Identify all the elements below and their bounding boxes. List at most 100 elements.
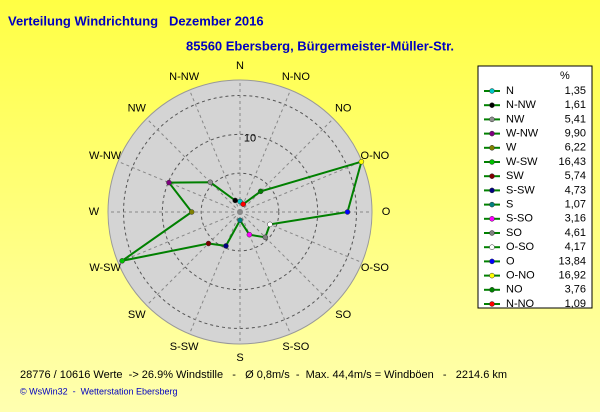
direction-label: SW xyxy=(128,309,146,321)
legend-value: 3,76 xyxy=(565,284,586,296)
legend-marker xyxy=(489,130,495,137)
legend-marker xyxy=(489,258,495,265)
legend-marker xyxy=(489,102,495,108)
spoke xyxy=(189,89,241,213)
legend-label: NW xyxy=(506,113,525,125)
spoke xyxy=(239,211,363,263)
radar-point xyxy=(205,240,212,247)
radar-point xyxy=(358,158,365,165)
spoke xyxy=(146,211,241,306)
radar-point xyxy=(119,258,125,264)
legend-box xyxy=(477,65,593,309)
credit: © WsWin32 - Wetterstation Ebersberg xyxy=(20,386,178,396)
legend-marker xyxy=(489,88,495,94)
legend-value: 16,43 xyxy=(558,156,586,168)
legend-marker xyxy=(489,272,495,279)
legend-label: N xyxy=(506,85,514,97)
direction-label: NW xyxy=(128,103,147,115)
legend-marker xyxy=(489,301,495,307)
direction-label: NO xyxy=(335,103,352,115)
legend-label: N-NW xyxy=(506,99,537,111)
footer: 28776 / 10616 Werte -> 26.9% Windstille … xyxy=(20,369,507,381)
spoke xyxy=(239,89,291,213)
direction-label: SO xyxy=(335,309,351,321)
legend-value: 5,41 xyxy=(565,113,586,125)
direction-label: N-NO xyxy=(282,71,311,83)
radar-point xyxy=(237,217,243,224)
legend-marker xyxy=(489,116,495,123)
spoke xyxy=(239,161,363,213)
legend-value: 4,61 xyxy=(565,227,586,239)
legend-marker xyxy=(489,173,495,179)
radar-point xyxy=(267,221,273,228)
legend-label: W-SW xyxy=(506,156,538,168)
radar-point xyxy=(232,197,238,204)
direction-label: S-SO xyxy=(282,341,309,353)
radar-point xyxy=(188,209,195,215)
direction-label: O xyxy=(382,206,391,218)
legend-label: N-NO xyxy=(506,298,535,310)
legend-marker xyxy=(489,187,495,194)
chart-title: Verteilung Windrichtung Dezember 2016 xyxy=(8,13,264,28)
legend-value: 13,84 xyxy=(558,255,586,267)
legend-label: SO xyxy=(506,227,522,239)
spoke xyxy=(117,211,241,263)
grid-ring xyxy=(161,133,319,291)
legend-unit: % xyxy=(560,70,570,82)
chart-subtitle: 85560 Ebersberg, Bürgermeister-Müller-St… xyxy=(186,38,454,53)
spoke xyxy=(189,211,241,335)
legend-label: S xyxy=(506,199,513,211)
legend-value: 1,07 xyxy=(565,199,586,211)
radar-point xyxy=(257,188,264,195)
radar-point xyxy=(207,179,214,186)
direction-label: N xyxy=(236,60,244,72)
legend-value: 3,16 xyxy=(565,213,586,225)
legend-label: NO xyxy=(506,284,523,296)
spoke xyxy=(146,118,241,213)
legend-label: O xyxy=(506,255,515,267)
legend-marker xyxy=(489,287,495,293)
legend-value: 1,61 xyxy=(565,99,586,111)
radar-point xyxy=(246,231,253,238)
legend-label: S-SW xyxy=(506,184,535,196)
legend-label: W-NW xyxy=(506,128,539,140)
direction-label: W xyxy=(89,206,100,218)
radar-point xyxy=(262,234,269,241)
radar-point xyxy=(240,201,246,207)
spoke xyxy=(239,211,291,335)
direction-label: S xyxy=(236,352,243,364)
legend-marker xyxy=(489,145,495,151)
legend-value: 1,35 xyxy=(565,85,586,97)
legend-value: 16,92 xyxy=(558,270,586,282)
legend-label: O-SO xyxy=(506,241,535,253)
legend-value: 4,73 xyxy=(565,184,586,196)
direction-label: W-SW xyxy=(89,262,121,274)
legend-marker xyxy=(489,159,495,165)
direction-label: O-SO xyxy=(361,262,390,274)
legend-marker xyxy=(489,216,495,222)
legend-marker xyxy=(489,230,495,236)
r-tick-label: 10 xyxy=(244,132,256,144)
legend-label: SW xyxy=(506,170,524,182)
legend-label: S-SO xyxy=(506,213,533,225)
radar-point xyxy=(223,243,229,249)
legend-value: 1,09 xyxy=(565,298,586,310)
spoke xyxy=(239,211,334,306)
legend-value: 9,90 xyxy=(565,128,586,140)
legend-value: 5,74 xyxy=(565,170,586,182)
spoke xyxy=(239,118,334,213)
spoke xyxy=(117,161,241,213)
radar-point xyxy=(344,209,351,215)
legend-value: 4,17 xyxy=(565,241,586,253)
radar-point xyxy=(166,179,172,186)
legend-label: W xyxy=(506,142,517,154)
direction-label: W-NW xyxy=(89,150,122,162)
legend-value: 6,22 xyxy=(565,142,586,154)
legend-label: O-NO xyxy=(506,270,535,282)
legend-marker xyxy=(489,244,495,250)
direction-label: S-SW xyxy=(170,341,199,353)
legend-marker xyxy=(489,201,495,208)
direction-label: N-NW xyxy=(169,71,200,83)
direction-label: O-NO xyxy=(361,150,390,162)
